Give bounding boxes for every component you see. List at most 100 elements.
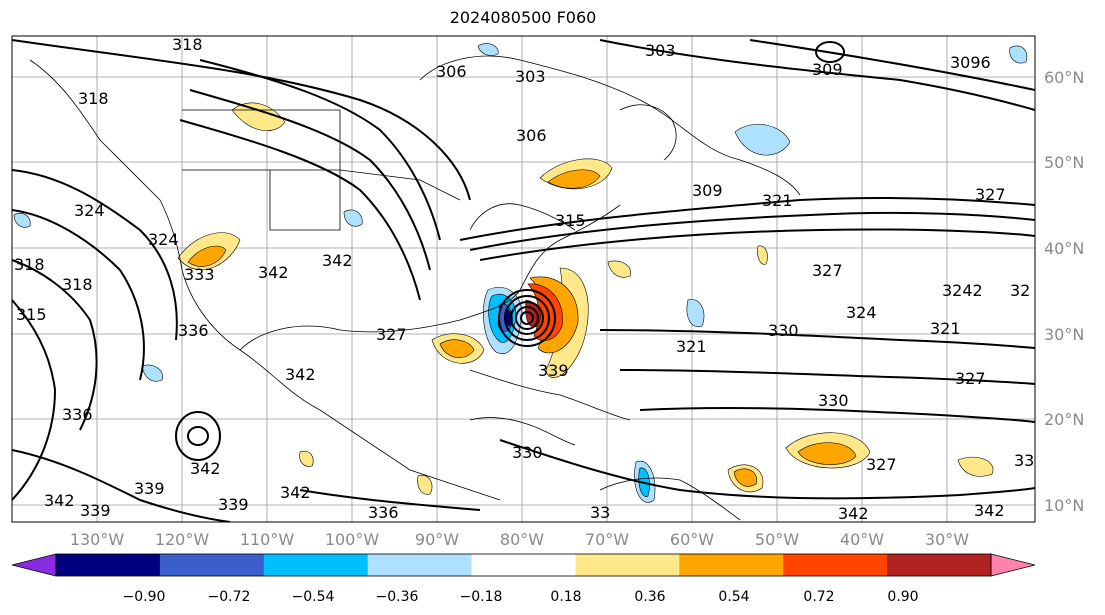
latitude-labels: 60°N 50°N 40°N 30°N 20°N 10°N xyxy=(1044,68,1084,515)
colorbar-segment xyxy=(471,554,576,576)
map-background xyxy=(12,36,1035,522)
colorbar-segment xyxy=(56,554,161,576)
colorbar-tick-label: −0.18 xyxy=(460,589,503,605)
lon-label: 80°W xyxy=(500,530,544,549)
lat-label: 30°N xyxy=(1044,325,1084,344)
contour-label: 342 xyxy=(44,491,75,510)
contour-label: 303 xyxy=(645,41,676,60)
contour-labels: 318 306 303 303 306 309 3096 318 324 318… xyxy=(14,35,1034,523)
contour-label: 342 xyxy=(258,263,289,282)
contour-label: 321 xyxy=(930,319,961,338)
contour-label: 342 xyxy=(838,504,869,523)
closed-contour xyxy=(175,41,845,461)
contour-label: 309 xyxy=(692,181,723,200)
colorbar-tick-label: −0.36 xyxy=(376,589,419,605)
lon-label: 90°W xyxy=(415,530,459,549)
contour-label: 3242 xyxy=(942,281,983,300)
colorbar-segment xyxy=(367,554,473,576)
contour-label: 336 xyxy=(62,405,93,424)
colorbar-segment xyxy=(575,554,680,576)
colorbar-tick-label: −0.90 xyxy=(123,589,166,605)
contour-label: 339 xyxy=(80,501,111,520)
contour-label: 342 xyxy=(322,251,353,270)
colorbar-segment xyxy=(159,554,265,576)
contour-label: 339 xyxy=(538,361,569,380)
contour-label: 33 xyxy=(1014,451,1034,470)
lat-label: 10°N xyxy=(1044,496,1084,515)
contour-label: 33 xyxy=(590,503,610,522)
contour-label: 318 xyxy=(172,35,203,54)
lat-label: 50°N xyxy=(1044,153,1084,172)
contour-label: 327 xyxy=(866,455,897,474)
contour-label: 318 xyxy=(62,275,93,294)
contour-label: 315 xyxy=(555,211,586,230)
lon-label: 130°W xyxy=(70,530,125,549)
colorbar xyxy=(11,553,1036,577)
colorbar-segment xyxy=(679,554,784,576)
lon-label: 100°W xyxy=(325,530,380,549)
colorbar-tick-label: −0.54 xyxy=(292,589,335,605)
contour-label: 32 xyxy=(1010,281,1030,300)
lon-label: 60°W xyxy=(670,530,714,549)
colorbar-segment xyxy=(783,554,888,576)
contour-label: 336 xyxy=(178,321,209,340)
contour-label: 330 xyxy=(818,391,849,410)
contour-label: 339 xyxy=(218,495,249,514)
contour-label: 342 xyxy=(974,501,1005,520)
contour-label: 330 xyxy=(768,321,799,340)
colorbar-tick-label: 0.72 xyxy=(803,589,834,605)
contour-label: 318 xyxy=(14,255,45,274)
lat-label: 40°N xyxy=(1044,239,1084,258)
contour-label: 318 xyxy=(78,89,109,108)
contour-label: 333 xyxy=(184,265,215,284)
lon-label: 70°W xyxy=(585,530,629,549)
coastlines xyxy=(29,55,801,521)
lat-label: 60°N xyxy=(1044,68,1084,87)
contour-label: 327 xyxy=(376,325,407,344)
contour-label: 3096 xyxy=(950,53,991,72)
contour-label: 324 xyxy=(846,303,877,322)
contour-label: 306 xyxy=(516,126,547,145)
contour-label: 342 xyxy=(190,459,221,478)
contour-label: 336 xyxy=(368,503,399,522)
colorbar-extend-min xyxy=(11,553,57,577)
contour-label: 321 xyxy=(676,337,707,356)
contour-label: 342 xyxy=(280,483,311,502)
map-frame xyxy=(11,35,1036,523)
colorbar-tick-label: −0.72 xyxy=(208,589,251,605)
lon-label: 40°W xyxy=(840,530,884,549)
lat-label: 20°N xyxy=(1044,410,1084,429)
contour-label: 339 xyxy=(134,479,165,498)
colorbar-tick-label: 0.90 xyxy=(887,589,918,605)
colorbar-extend-max xyxy=(990,553,1036,577)
isentrope-contours xyxy=(12,39,1035,522)
shaded-field xyxy=(13,43,1028,503)
contour-label: 327 xyxy=(812,261,843,280)
colorbar-segment xyxy=(887,554,992,576)
contour-label: 327 xyxy=(955,369,986,388)
contour-label: 330 xyxy=(512,443,543,462)
contour-label: 342 xyxy=(285,365,316,384)
lon-label: 110°W xyxy=(240,530,295,549)
colorbar-tick-label: 0.18 xyxy=(550,589,581,605)
colorbar-tick-label: 0.54 xyxy=(718,589,749,605)
contour-label: 321 xyxy=(762,191,793,210)
lon-label: 50°W xyxy=(755,530,799,549)
longitude-labels: 130°W 120°W 110°W 100°W 90°W 80°W 70°W 6… xyxy=(70,530,969,549)
colorbar-tick-labels: −0.90 −0.72 −0.54 −0.36 −0.18 0.18 0.36 … xyxy=(123,589,919,605)
lon-label: 120°W xyxy=(155,530,210,549)
contour-label: 327 xyxy=(975,185,1006,204)
contour-label: 303 xyxy=(515,67,546,86)
contour-label: 309 xyxy=(812,60,843,79)
colorbar-segment xyxy=(263,554,369,576)
contour-label: 324 xyxy=(148,230,179,249)
lon-label: 30°W xyxy=(925,530,969,549)
contour-label: 306 xyxy=(436,62,467,81)
storm-center xyxy=(498,289,556,347)
contour-label: 324 xyxy=(74,201,105,220)
map-title: 2024080500 F060 xyxy=(449,8,597,27)
colorbar-tick-label: 0.36 xyxy=(634,589,665,605)
contour-label: 315 xyxy=(16,305,47,324)
colorbar-frame xyxy=(55,553,992,577)
